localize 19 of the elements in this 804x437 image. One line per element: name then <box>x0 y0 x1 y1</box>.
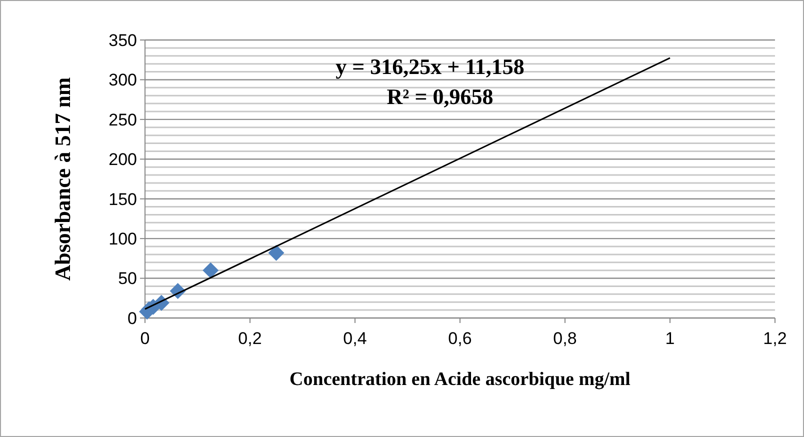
y-tick-label: 100 <box>108 230 137 249</box>
x-tick-label: 0,2 <box>238 329 262 348</box>
y-axis-title: Absorbance à 517 nm <box>50 77 75 281</box>
x-tick-label: 0 <box>140 329 150 348</box>
x-tick-label: 0,8 <box>553 329 577 348</box>
x-tick-label: 1,2 <box>763 329 787 348</box>
x-axis-title: Concentration en Acide ascorbique mg/ml <box>290 369 630 390</box>
annotation: y = 316,25x + 11,158 <box>336 54 524 79</box>
x-tick-label: 0,6 <box>448 329 472 348</box>
y-tick-label: 0 <box>128 308 137 328</box>
annotation: R² = 0,9658 <box>386 84 494 109</box>
y-tick-label: 150 <box>108 190 137 209</box>
x-tick-label: 1 <box>665 329 675 348</box>
y-tick-label: 50 <box>118 269 137 288</box>
x-tick-label: 0,4 <box>343 329 367 348</box>
y-tick-label: 250 <box>108 110 137 130</box>
y-tick-label: 350 <box>108 30 137 50</box>
y-tick-label: 300 <box>108 70 137 90</box>
y-tick-label: 200 <box>108 150 137 170</box>
